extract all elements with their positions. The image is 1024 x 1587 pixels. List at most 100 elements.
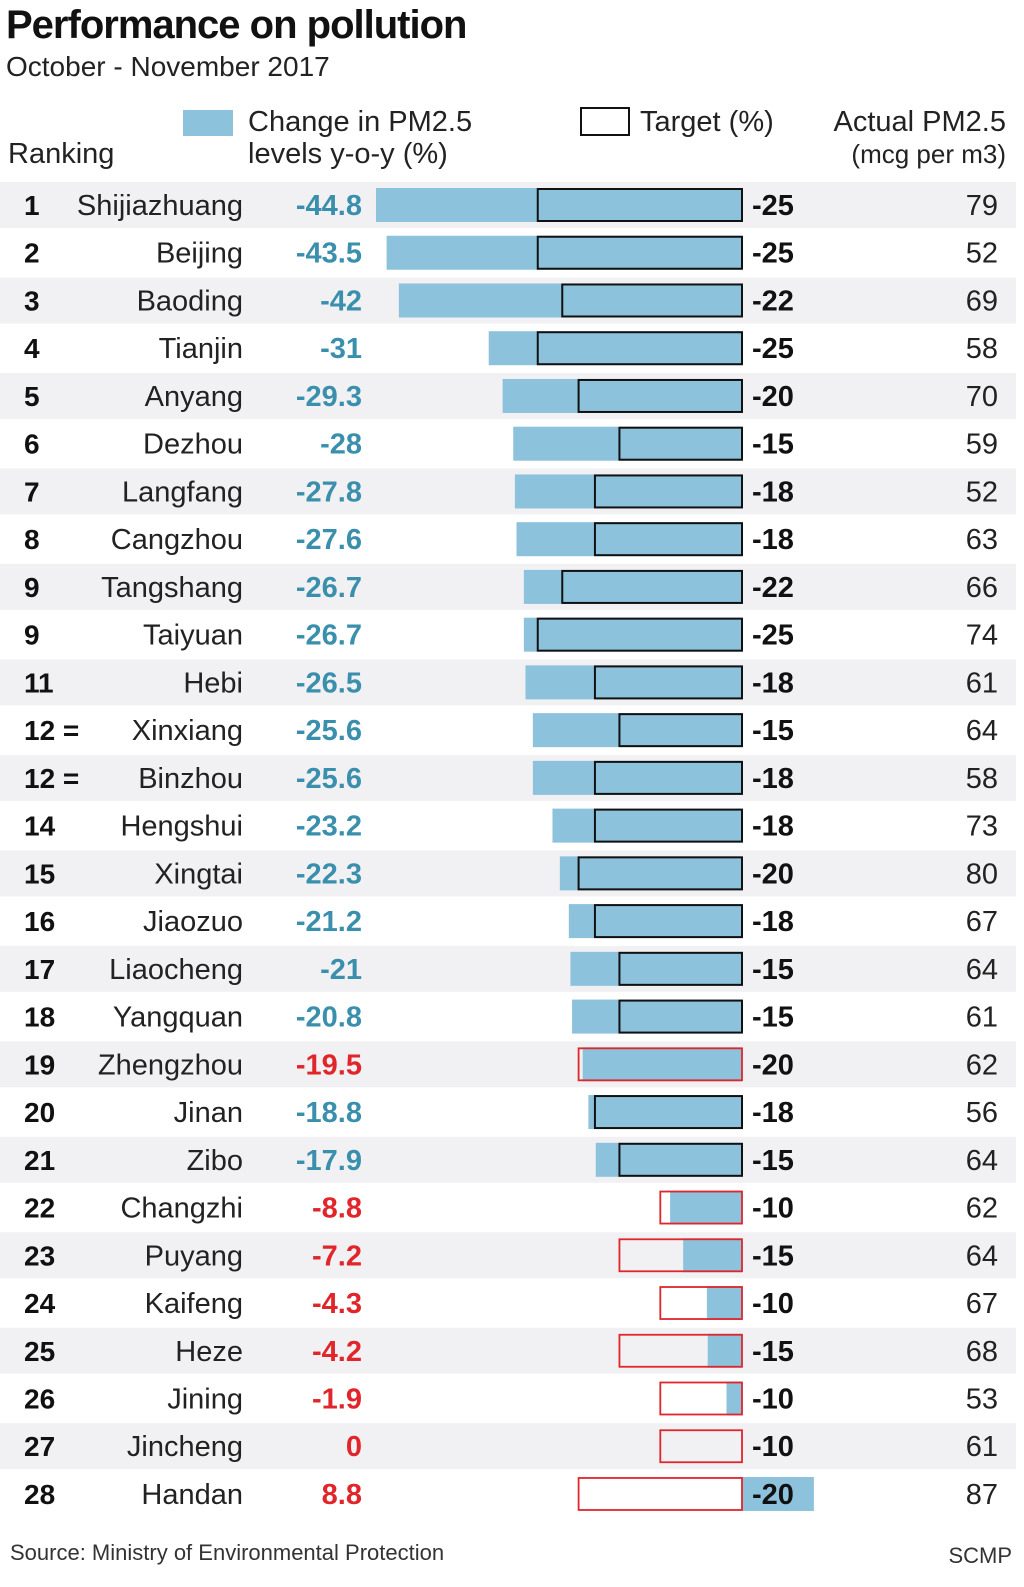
change-bar	[559, 856, 742, 891]
city-label: Changzhi	[120, 1193, 243, 1225]
ranking-header: Ranking	[8, 138, 114, 170]
actual-value: 67	[966, 1288, 998, 1320]
target-value: -25	[752, 620, 794, 652]
target-outline	[618, 426, 744, 461]
city-label: Binzhou	[138, 763, 243, 795]
change-value: 0	[346, 1431, 362, 1463]
rank-label: 5	[24, 381, 40, 412]
rank-label: 12 =	[24, 763, 79, 794]
change-bar	[523, 569, 742, 604]
change-value: -42	[320, 285, 362, 317]
actual-value: 52	[966, 238, 998, 270]
change-value: -20.8	[296, 1002, 362, 1034]
target-outline	[577, 1477, 743, 1511]
change-bar	[670, 1190, 742, 1225]
target-value: -25	[752, 238, 794, 270]
actual-value: 59	[966, 429, 998, 461]
city-label: Jining	[167, 1384, 243, 1416]
actual-value: 58	[966, 333, 998, 365]
change-bar	[726, 1381, 742, 1416]
city-label: Beijing	[156, 238, 243, 270]
target-value: -10	[752, 1384, 794, 1416]
credit: SCMP	[948, 1543, 1012, 1568]
target-value: -22	[752, 572, 794, 604]
change-bar	[516, 522, 742, 557]
target-value: -15	[752, 1002, 794, 1034]
change-value: -21	[320, 954, 362, 986]
change-value: -25.6	[296, 763, 362, 795]
city-label: Langfang	[122, 476, 243, 508]
actual-value: 61	[966, 667, 998, 699]
actual-value: 87	[966, 1479, 998, 1511]
change-value: -26.5	[296, 667, 362, 699]
city-label: Xinxiang	[132, 715, 243, 747]
change-bar	[707, 1333, 742, 1368]
city-label: Anyang	[145, 381, 243, 413]
change-bar	[572, 999, 742, 1034]
change-value: -27.8	[296, 476, 362, 508]
rank-label: 22	[24, 1193, 55, 1224]
target-outline	[659, 1429, 743, 1464]
actual-value: 56	[966, 1097, 998, 1129]
target-outline	[618, 713, 744, 748]
change-bar	[488, 331, 742, 366]
rank-label: 4	[24, 333, 40, 364]
row-band	[0, 659, 1016, 706]
rank-label: 27	[24, 1431, 55, 1462]
actual-value: 52	[966, 476, 998, 508]
actual-header-line1: Actual PM2.5	[834, 106, 1006, 138]
target-outline	[659, 1190, 743, 1225]
target-value: -18	[752, 524, 794, 556]
actual-value: 68	[966, 1336, 998, 1368]
change-bar	[502, 378, 742, 413]
target-value: -20	[752, 858, 794, 890]
actual-value: 61	[966, 1431, 998, 1463]
city-label: Zhengzhou	[98, 1049, 243, 1081]
rank-label: 24	[24, 1288, 56, 1319]
city-label: Tianjin	[159, 333, 243, 365]
target-outline	[536, 188, 743, 222]
target-outline	[593, 808, 743, 843]
target-value: -15	[752, 954, 794, 986]
change-bar	[588, 1095, 742, 1130]
change-bar	[595, 1142, 742, 1177]
target-outline	[577, 378, 743, 413]
rank-label: 11	[24, 667, 54, 698]
city-label: Yangquan	[113, 1002, 243, 1034]
target-value: -10	[752, 1288, 794, 1320]
city-label: Xingtai	[154, 858, 243, 890]
target-outline	[659, 1286, 743, 1320]
rank-label: 26	[24, 1384, 55, 1415]
city-label: Hebi	[183, 667, 243, 699]
change-value: -19.5	[296, 1049, 362, 1081]
legend-target-swatch	[580, 107, 630, 136]
target-value: -15	[752, 1336, 794, 1368]
change-bar	[398, 283, 742, 318]
legend-target-label: Target (%)	[640, 106, 774, 138]
target-value: -18	[752, 667, 794, 699]
change-value: -7.2	[312, 1240, 362, 1272]
target-outline	[561, 283, 744, 318]
change-bar	[523, 617, 742, 652]
change-bar	[570, 951, 742, 986]
row-band	[0, 945, 1016, 992]
target-outline	[577, 1047, 743, 1082]
chart-title: Performance on pollution	[6, 3, 466, 47]
target-value: -18	[752, 1097, 794, 1129]
change-bar	[706, 1286, 742, 1321]
row-band	[0, 1041, 1016, 1088]
change-value: -22.3	[296, 858, 362, 890]
rank-label: 6	[24, 429, 40, 460]
target-outline	[618, 1333, 743, 1368]
target-outline	[577, 856, 743, 891]
change-value: -4.2	[312, 1336, 362, 1368]
change-value: 8.8	[322, 1479, 362, 1511]
change-value: -31	[320, 333, 362, 365]
legend-change-line2: levels y-o-y (%)	[248, 138, 448, 170]
change-bar	[742, 1476, 814, 1511]
rank-label: 25	[24, 1336, 55, 1367]
actual-value: 67	[966, 906, 998, 938]
rank-label: 12 =	[24, 715, 79, 746]
actual-value: 79	[966, 190, 998, 222]
target-value: -15	[752, 715, 794, 747]
